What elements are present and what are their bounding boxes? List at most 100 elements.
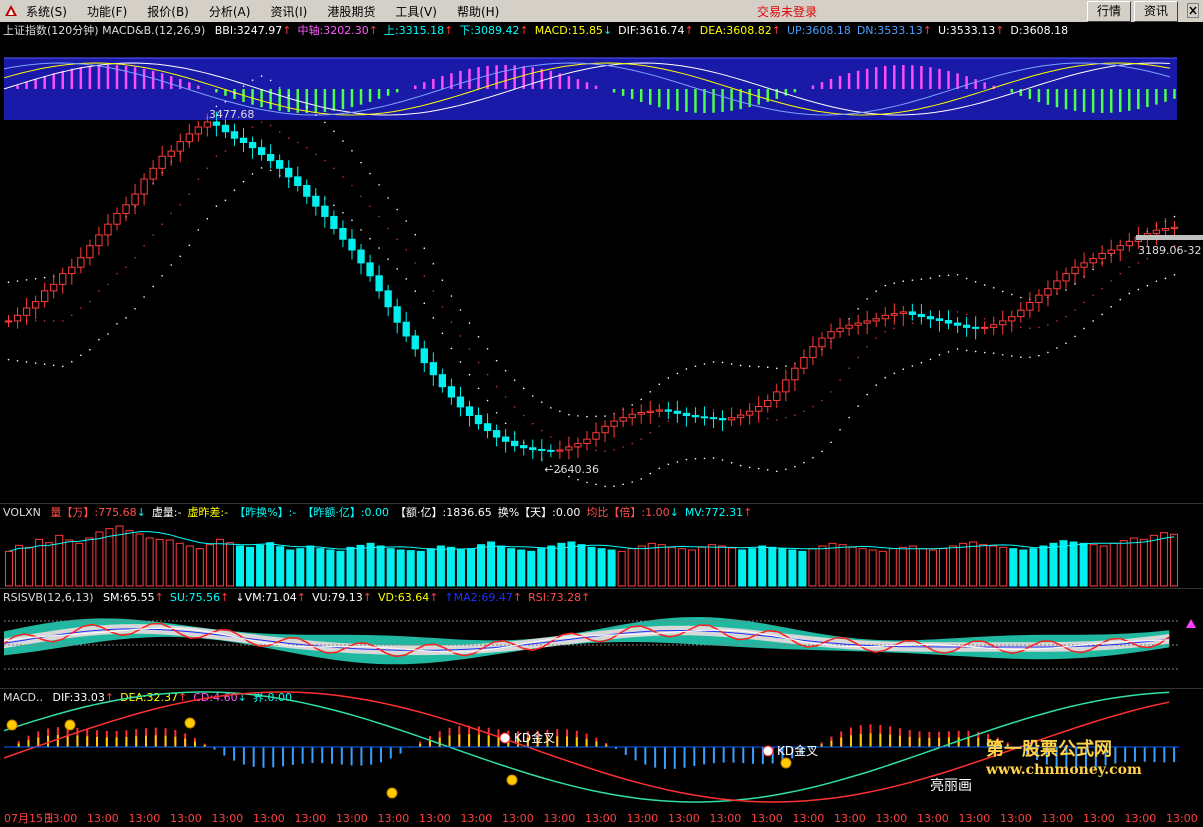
volume-bar xyxy=(115,525,124,587)
envelope-dot xyxy=(803,461,805,464)
macd-stat-arrow: ↑ xyxy=(104,691,115,704)
envelope-dot xyxy=(197,229,200,231)
volume-bar xyxy=(105,528,114,587)
menu-quote[interactable]: 报价(B) xyxy=(147,5,189,19)
candle-body xyxy=(1026,301,1034,311)
volume-bar xyxy=(1029,548,1038,587)
time-axis-label: 13:00 xyxy=(419,812,451,825)
envelope-dot xyxy=(1164,249,1167,251)
candle-body xyxy=(764,399,772,407)
envelope-dot xyxy=(766,366,769,369)
menu-news[interactable]: 资讯(I) xyxy=(270,5,308,19)
envelope-dot xyxy=(25,361,28,363)
news-button[interactable]: 资讯 xyxy=(1134,1,1178,22)
candle-body xyxy=(1062,273,1070,282)
envelope-dot xyxy=(1083,301,1085,304)
envelope-dot xyxy=(423,302,426,305)
envelope-dot xyxy=(694,457,697,460)
envelope-dot xyxy=(1056,320,1058,322)
envelope-dot xyxy=(143,244,145,247)
envelope-dot xyxy=(920,361,923,364)
envelope-dot xyxy=(369,205,371,207)
volume-bar xyxy=(928,549,937,587)
menu-analysis[interactable]: 分析(A) xyxy=(208,5,251,19)
envelope-dot xyxy=(450,321,453,324)
volume-bar xyxy=(748,548,757,587)
candle-body xyxy=(700,416,709,419)
volume-bar xyxy=(477,544,486,587)
envelope-dot xyxy=(143,296,145,298)
envelope-dot xyxy=(956,273,959,276)
price-stat-value: D:3608.18 xyxy=(1010,24,1069,37)
rsi-stat-arrow: ↑ xyxy=(296,591,306,604)
envelope-dot xyxy=(775,470,778,473)
rsi-stat-value: SU:75.56 xyxy=(169,591,221,604)
candle-body xyxy=(420,348,428,364)
envelope-dot xyxy=(992,352,995,354)
envelope-dot xyxy=(224,199,227,202)
envelope-dot xyxy=(152,234,154,236)
envelope-dot xyxy=(342,211,344,214)
volume-bar xyxy=(828,542,837,587)
candle-body xyxy=(610,420,618,427)
volume-bar xyxy=(687,549,696,587)
envelope-dot xyxy=(34,277,37,280)
envelope-dot xyxy=(107,333,109,335)
menu-function[interactable]: 功能(F) xyxy=(86,5,128,19)
macd-stat-arrow: ↓ xyxy=(237,691,247,704)
envelope-dot xyxy=(667,420,670,422)
envelope-dot xyxy=(622,483,624,486)
candle-body xyxy=(881,314,889,320)
candle-body xyxy=(664,409,672,412)
envelope-dot xyxy=(974,280,977,283)
price-stat-value: 中轴:3202.30 xyxy=(297,24,369,37)
envelope-dot xyxy=(938,354,941,356)
price-stat: MACD:15.85↓ xyxy=(535,24,612,37)
envelope-dot xyxy=(468,348,471,350)
envelope-dot xyxy=(305,146,308,149)
envelope-dot xyxy=(902,324,905,327)
quotes-button[interactable]: 行情 xyxy=(1087,1,1131,22)
volume-bar xyxy=(406,550,415,587)
rsi-stat: RSI:73.28↑ xyxy=(528,591,590,604)
candle-body xyxy=(294,176,302,186)
volume-bar xyxy=(286,549,295,587)
envelope-dot xyxy=(703,363,706,365)
envelope-dot xyxy=(179,204,182,206)
time-axis-label: 13:00 xyxy=(751,812,783,825)
candle-body xyxy=(818,337,826,348)
envelope-dot xyxy=(1047,323,1049,326)
envelope-dot xyxy=(43,363,46,366)
envelope-dot xyxy=(938,275,941,277)
volume-bar xyxy=(1039,545,1048,587)
envelope-dot xyxy=(830,391,832,393)
envelope-dot xyxy=(893,327,896,330)
price-stat: U:3533.13↑ xyxy=(938,24,1004,37)
envelope-dot xyxy=(604,485,606,488)
volume-bar xyxy=(15,544,24,587)
menu-tools[interactable]: 工具(V) xyxy=(395,5,437,19)
volume-bar xyxy=(788,549,797,587)
candle-body xyxy=(520,445,528,449)
envelope-dot xyxy=(1029,356,1031,359)
envelope-dot xyxy=(1101,287,1103,290)
envelope-dot xyxy=(721,459,724,461)
menu-help[interactable]: 帮助(H) xyxy=(456,5,500,19)
volume-panel-stats: 量【万】:775.68↓ 虚量:- 虚昨差:- 【昨换%】:- 【昨额·亿】:0.00 【… xyxy=(50,506,758,519)
candle-body xyxy=(1089,258,1097,264)
volume-bar xyxy=(1089,544,1098,587)
menu-system[interactable]: 系统(S) xyxy=(26,5,67,19)
candle-body xyxy=(556,449,564,452)
menu-hk-futures[interactable]: 港股期货 xyxy=(327,5,376,19)
envelope-dot xyxy=(1092,294,1094,296)
candle-body xyxy=(321,205,329,217)
volume-bar xyxy=(466,548,476,587)
volume-bar xyxy=(989,545,998,587)
window-close-icon[interactable] xyxy=(1187,3,1199,18)
envelope-dot xyxy=(812,456,814,459)
envelope-dot xyxy=(712,457,715,459)
volume-bar xyxy=(547,545,556,587)
volume-panel: VOLXN 量【万】:775.68↓ 虚量:- 虚昨差:- 【昨换%】:- 【昨额·亿】… xyxy=(0,503,1203,589)
volume-bar xyxy=(376,545,385,587)
volume-bar xyxy=(808,548,817,587)
